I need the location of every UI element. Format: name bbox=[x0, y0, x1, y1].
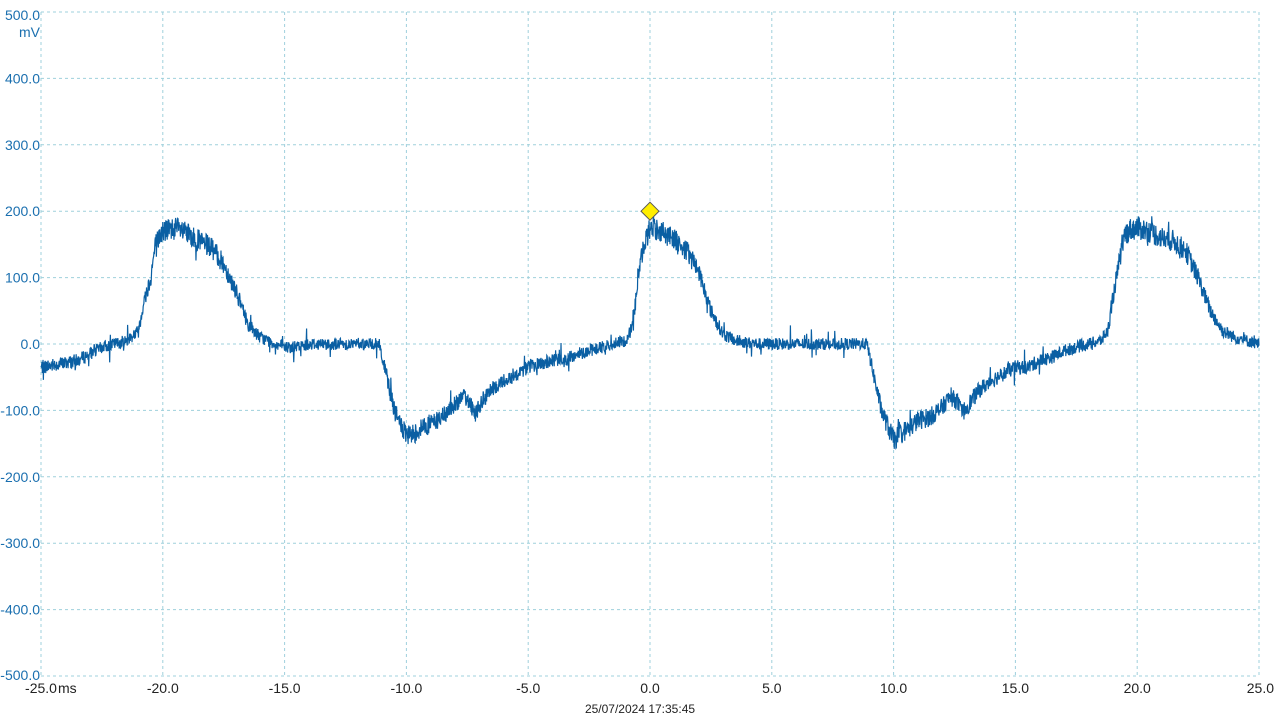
y-axis-ticks: 500.0 400.0 300.0 200.0 100.0 0.0 -100.0 -200.0… bbox=[0, 7, 40, 683]
x-tick-label: 0.0 bbox=[640, 680, 660, 696]
y-tick-label: 300.0 bbox=[5, 137, 40, 153]
capture-timestamp: 25/07/2024 17:35:45 bbox=[585, 702, 695, 716]
x-tick-label: 20.0 bbox=[1124, 680, 1151, 696]
y-tick-label: 200.0 bbox=[5, 203, 40, 219]
y-tick-label: -100.0 bbox=[0, 402, 40, 418]
y-tick-label: 0.0 bbox=[21, 336, 41, 352]
y-tick-label: -300.0 bbox=[0, 535, 40, 551]
x-axis-ticks: -25.0 -20.0 -15.0 -10.0 -5.0 0.0 5.0 10.0 15.0 20… bbox=[25, 680, 1274, 696]
y-tick-label: 100.0 bbox=[5, 270, 40, 286]
x-tick-label: -25.0 bbox=[25, 680, 57, 696]
chart-grid bbox=[40, 11, 1260, 677]
y-tick-label: -500.0 bbox=[0, 667, 40, 683]
x-tick-label: 10.0 bbox=[880, 680, 907, 696]
x-tick-label: 25.0 bbox=[1247, 680, 1274, 696]
x-tick-label: -15.0 bbox=[269, 680, 301, 696]
x-tick-label: -5.0 bbox=[516, 680, 540, 696]
signal-trace bbox=[40, 209, 1260, 450]
y-axis-unit: mV bbox=[19, 24, 41, 40]
x-tick-label: -10.0 bbox=[390, 680, 422, 696]
trigger-marker[interactable] bbox=[640, 201, 660, 221]
x-tick-label: 5.0 bbox=[762, 680, 782, 696]
y-tick-label: 500.0 bbox=[5, 7, 40, 23]
x-axis-unit: ms bbox=[58, 680, 77, 696]
x-tick-label: 15.0 bbox=[1002, 680, 1029, 696]
y-tick-label: -400.0 bbox=[0, 602, 40, 618]
x-tick-label: -20.0 bbox=[147, 680, 179, 696]
y-tick-label: 400.0 bbox=[5, 70, 40, 86]
y-tick-label: -200.0 bbox=[0, 469, 40, 485]
